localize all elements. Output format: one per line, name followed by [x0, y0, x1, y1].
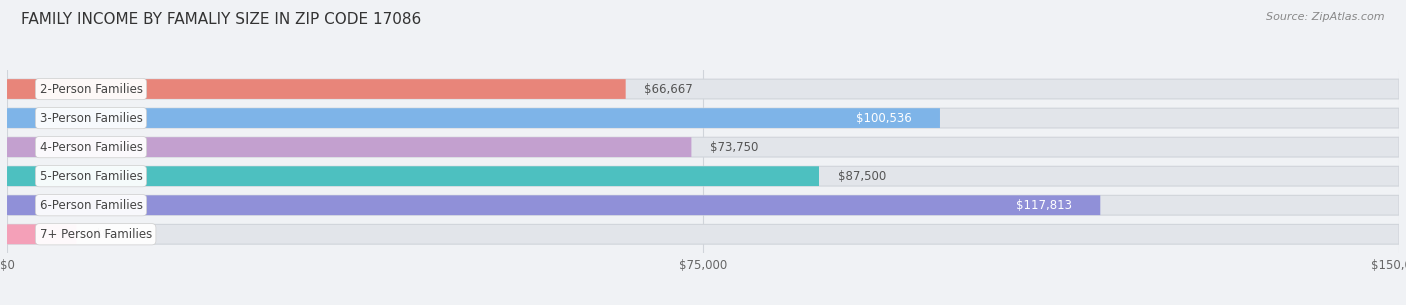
FancyBboxPatch shape: [7, 108, 941, 128]
FancyBboxPatch shape: [7, 79, 626, 99]
FancyBboxPatch shape: [7, 195, 1101, 215]
Text: 4-Person Families: 4-Person Families: [39, 141, 142, 154]
Text: $87,500: $87,500: [838, 170, 886, 183]
Text: 7+ Person Families: 7+ Person Families: [39, 228, 152, 241]
Text: $117,813: $117,813: [1017, 199, 1073, 212]
FancyBboxPatch shape: [7, 224, 76, 244]
FancyBboxPatch shape: [7, 79, 1399, 99]
Text: $66,667: $66,667: [644, 83, 693, 95]
Text: 5-Person Families: 5-Person Families: [39, 170, 142, 183]
Text: $73,750: $73,750: [710, 141, 758, 154]
FancyBboxPatch shape: [7, 108, 1399, 128]
FancyBboxPatch shape: [7, 137, 692, 157]
FancyBboxPatch shape: [7, 224, 1399, 244]
FancyBboxPatch shape: [7, 166, 818, 186]
Text: 6-Person Families: 6-Person Families: [39, 199, 142, 212]
Text: 3-Person Families: 3-Person Families: [39, 112, 142, 124]
FancyBboxPatch shape: [7, 195, 1399, 215]
Text: $0: $0: [96, 228, 110, 241]
Text: 2-Person Families: 2-Person Families: [39, 83, 142, 95]
FancyBboxPatch shape: [7, 166, 1399, 186]
Text: Source: ZipAtlas.com: Source: ZipAtlas.com: [1267, 12, 1385, 22]
FancyBboxPatch shape: [7, 137, 1399, 157]
Text: FAMILY INCOME BY FAMALIY SIZE IN ZIP CODE 17086: FAMILY INCOME BY FAMALIY SIZE IN ZIP COD…: [21, 12, 422, 27]
Text: $100,536: $100,536: [856, 112, 912, 124]
